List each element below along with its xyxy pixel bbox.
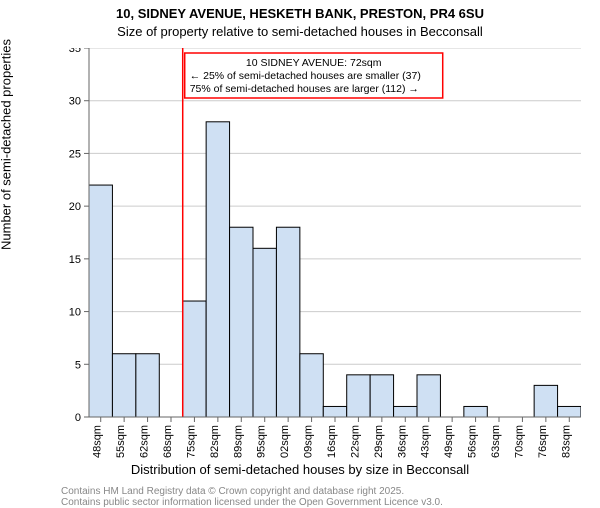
x-tick-label: 149sqm — [443, 425, 455, 458]
footnote-line-2: Contains public sector information licen… — [61, 497, 443, 508]
bar — [276, 227, 299, 417]
x-tick-label: 136sqm — [396, 425, 408, 458]
y-tick-label: 10 — [69, 307, 81, 319]
x-tick-label: 102sqm — [279, 425, 291, 458]
annotation-line: 10 SIDNEY AVENUE: 72sqm — [246, 57, 382, 69]
x-tick-label: 143sqm — [420, 425, 432, 458]
bar — [253, 248, 276, 417]
x-tick-label: 89sqm — [232, 425, 244, 458]
x-tick-label: 170sqm — [513, 425, 525, 458]
footnote: Contains HM Land Registry data © Crown c… — [61, 486, 443, 508]
bar — [300, 354, 323, 417]
y-tick-label: 20 — [69, 201, 81, 213]
x-tick-label: 48sqm — [92, 425, 104, 458]
x-tick-label: 95sqm — [256, 425, 268, 458]
annotation-line: ← 25% of semi-detached houses are smalle… — [190, 70, 421, 82]
y-tick-label: 5 — [75, 359, 81, 371]
x-tick-label: 82sqm — [209, 425, 221, 458]
x-tick-label: 62sqm — [139, 425, 151, 458]
x-tick-label: 109sqm — [303, 425, 315, 458]
x-tick-label: 176sqm — [537, 425, 549, 458]
y-tick-label: 25 — [69, 148, 81, 160]
plot-area: 10 SIDNEY AVENUE: 72sqm← 25% of semi-det… — [61, 48, 581, 417]
bar — [89, 185, 112, 417]
bar — [370, 375, 393, 417]
footnote-line-1: Contains HM Land Registry data © Crown c… — [61, 486, 443, 497]
x-tick-label: 156sqm — [467, 425, 479, 458]
x-tick-label: 163sqm — [490, 425, 502, 458]
annotation-line: 75% of semi-detached houses are larger (… — [190, 83, 419, 95]
bar — [112, 354, 135, 417]
chart-subtitle: Size of property relative to semi-detach… — [0, 24, 600, 39]
y-tick-label: 30 — [69, 96, 81, 108]
bar — [534, 385, 557, 417]
x-tick-label: 122sqm — [349, 425, 361, 458]
x-tick-label: 183sqm — [560, 425, 572, 458]
y-axis-label: Number of semi-detached properties — [0, 39, 14, 250]
chart-container: 10, SIDNEY AVENUE, HESKETH BANK, PRESTON… — [0, 0, 600, 500]
x-tick-label: 116sqm — [326, 425, 338, 458]
x-tick-label: 129sqm — [373, 425, 385, 458]
y-tick-label: 35 — [69, 48, 81, 55]
bar — [183, 301, 206, 417]
bar — [417, 375, 440, 417]
x-tick-label: 75sqm — [185, 425, 197, 458]
x-axis-label: Distribution of semi-detached houses by … — [0, 462, 600, 477]
bar — [230, 227, 253, 417]
y-tick-label: 0 — [75, 412, 81, 424]
bar — [558, 406, 581, 417]
bar — [464, 406, 487, 417]
bar — [136, 354, 159, 417]
y-tick-label: 15 — [69, 254, 81, 266]
chart-svg: 10 SIDNEY AVENUE: 72sqm← 25% of semi-det… — [61, 48, 581, 458]
bar — [323, 406, 346, 417]
chart-title: 10, SIDNEY AVENUE, HESKETH BANK, PRESTON… — [0, 6, 600, 21]
bar — [347, 375, 370, 417]
bar — [394, 406, 417, 417]
x-tick-label: 68sqm — [162, 425, 174, 458]
x-tick-label: 55sqm — [115, 425, 127, 458]
bar — [206, 122, 229, 417]
